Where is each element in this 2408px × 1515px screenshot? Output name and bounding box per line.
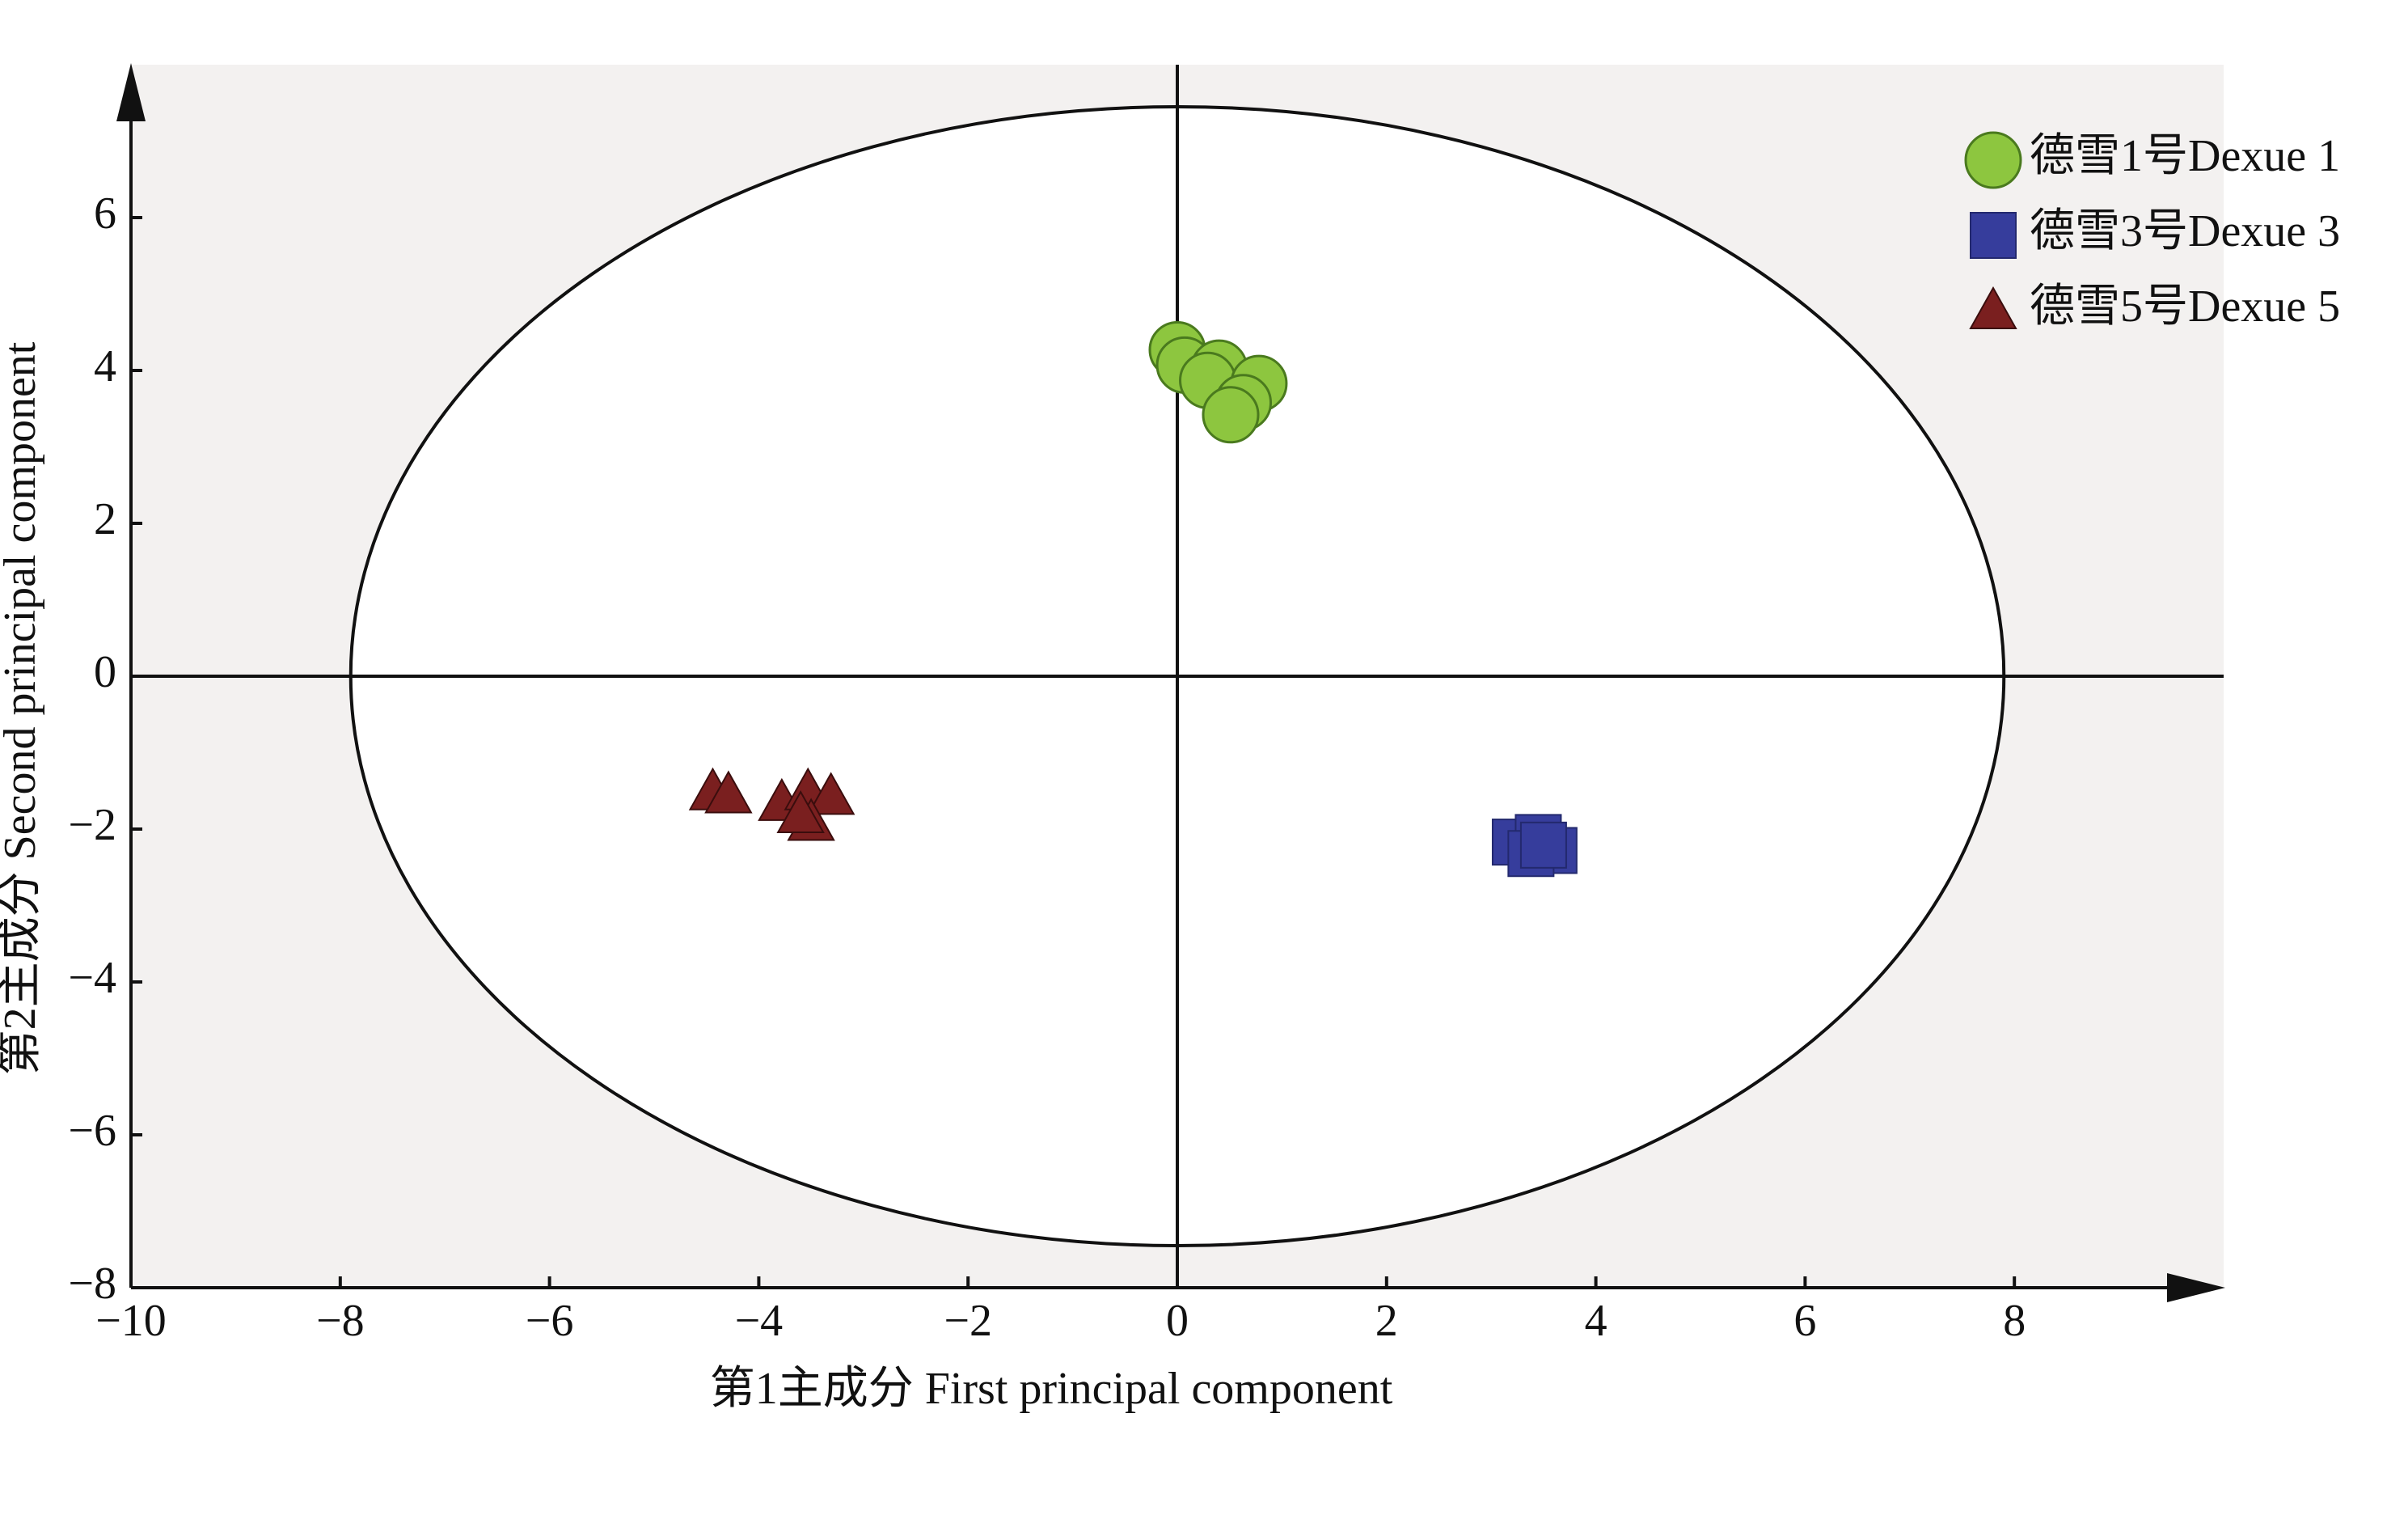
legend-label: 德雪3号Dexue 3 <box>2030 206 2340 256</box>
y-tick-label: −4 <box>68 953 116 1003</box>
x-tick-label: 8 <box>2003 1296 2026 1346</box>
x-axis-label: 第1主成分 First principal component <box>710 1364 1393 1414</box>
legend-label: 德雪1号Dexue 1 <box>2030 131 2340 181</box>
x-tick-label: 0 <box>1166 1296 1189 1346</box>
point <box>806 772 855 815</box>
y-tick-label: 2 <box>94 494 116 544</box>
x-tick-label: −2 <box>944 1296 992 1346</box>
legend-label: 德雪5号Dexue 5 <box>2030 281 2340 332</box>
legend-marker <box>1964 131 2022 189</box>
y-axis-arrow <box>116 63 146 121</box>
x-tick-label: −10 <box>95 1296 167 1346</box>
x-axis-arrow <box>2167 1273 2225 1302</box>
point <box>1202 386 1260 444</box>
y-tick-label: 4 <box>94 341 116 391</box>
legend-marker <box>1969 286 2017 329</box>
y-tick-label: 0 <box>94 647 116 697</box>
y-tick-label: −8 <box>68 1259 116 1309</box>
x-tick-label: −8 <box>316 1296 365 1346</box>
y-axis-label: 第2主成分 Second principal component <box>0 341 45 1075</box>
legend-marker <box>1970 212 2017 259</box>
x-tick-label: 2 <box>1375 1296 1398 1346</box>
y-tick-label: 6 <box>94 188 116 239</box>
point <box>704 770 753 814</box>
y-tick-label: −2 <box>68 800 116 850</box>
x-tick-label: 4 <box>1585 1296 1607 1346</box>
x-tick-label: 6 <box>1793 1296 1816 1346</box>
point <box>776 789 825 834</box>
point <box>1519 821 1567 869</box>
y-tick-label: −6 <box>68 1106 116 1156</box>
x-tick-label: −6 <box>526 1296 574 1346</box>
x-tick-label: −4 <box>735 1296 784 1346</box>
